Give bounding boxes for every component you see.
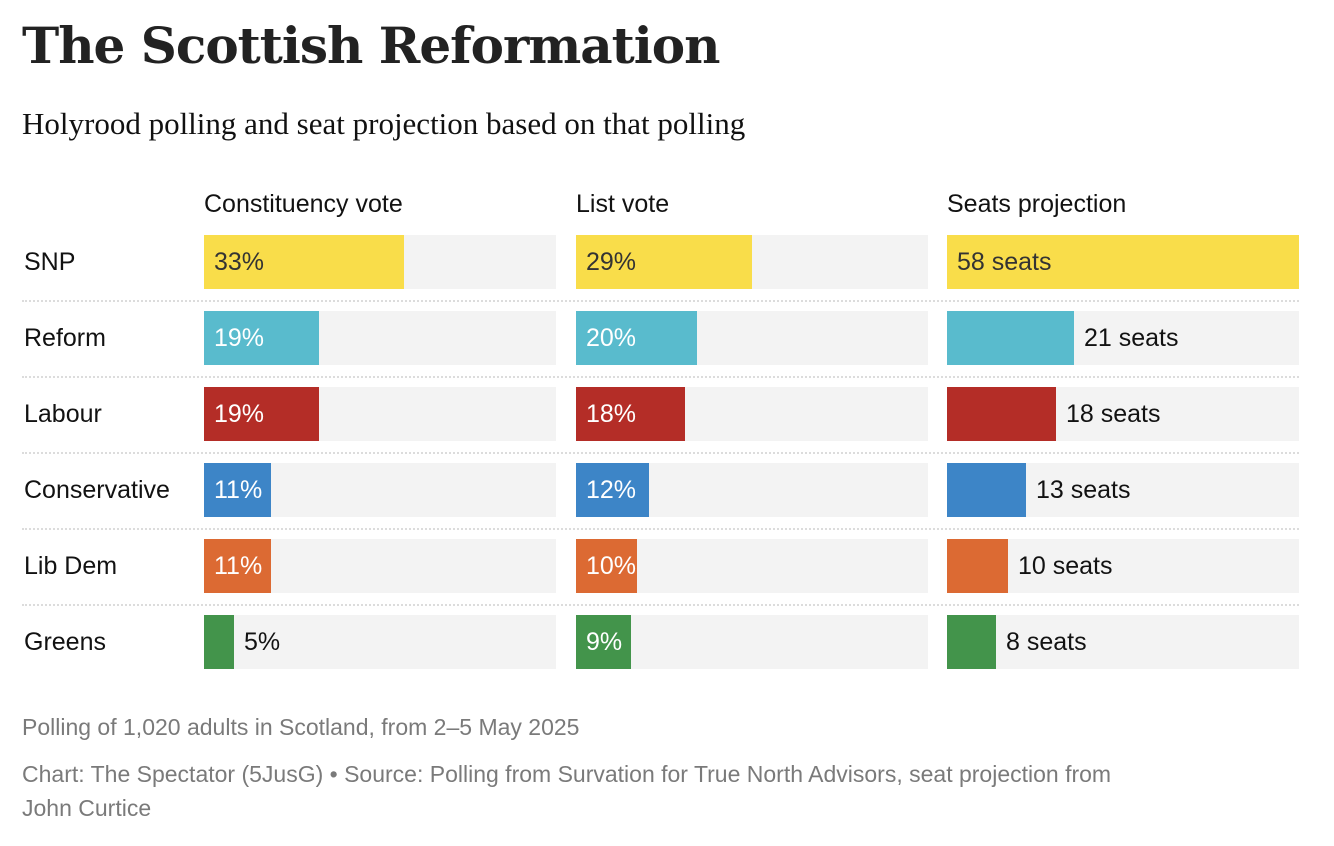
chart-source-line-2: John Curtice: [22, 795, 152, 821]
data-label: 29%: [586, 248, 637, 276]
bar-track: 19%: [204, 387, 556, 441]
bar-track: 9%: [576, 615, 928, 669]
bar-track: 10 seats: [947, 539, 1299, 593]
bar-conservative-2: [947, 463, 1026, 517]
row-label-greens: Greens: [24, 628, 106, 656]
bar-lib-dem-2: [947, 539, 1008, 593]
bar-track: 5%: [204, 615, 556, 669]
data-label: 10%: [586, 552, 637, 580]
bar-lib-dem-1: [576, 539, 637, 593]
data-label: 19%: [214, 324, 265, 352]
bar-track: 19%: [204, 311, 556, 365]
bar-track: 12%: [576, 463, 928, 517]
data-label: 21 seats: [1084, 324, 1179, 352]
row-separator: [22, 376, 1299, 378]
bar-snp-1: [576, 235, 752, 289]
bar-labour-2: [947, 387, 1056, 441]
row-separator: [22, 300, 1299, 302]
column-header-1: List vote: [576, 190, 670, 218]
chart-notes: Polling of 1,020 adults in Scotland, fro…: [22, 714, 580, 740]
data-label: 20%: [586, 324, 637, 352]
row-separator: [22, 452, 1299, 454]
bar-labour-0: [204, 387, 319, 441]
data-label: 10 seats: [1018, 552, 1113, 580]
bar-track: 20%: [576, 311, 928, 365]
bar-lib-dem-0: [204, 539, 271, 593]
column-header-2: Seats projection: [947, 190, 1127, 218]
bar-greens-2: [947, 615, 996, 669]
bar-reform-1: [576, 311, 697, 365]
bar-labour-1: [576, 387, 685, 441]
row-label-labour: Labour: [24, 400, 102, 428]
bar-reform-0: [204, 311, 319, 365]
data-label: 19%: [214, 400, 265, 428]
chart-source-line-1: Chart: The Spectator (5JusG) • Source: P…: [22, 761, 1112, 787]
bar-track: 11%: [204, 463, 556, 517]
row-label-reform: Reform: [24, 324, 106, 352]
bar-snp-2: [947, 235, 1299, 289]
data-label: 5%: [244, 628, 281, 656]
row-label-snp: SNP: [24, 248, 76, 276]
data-label: 18%: [586, 400, 637, 428]
bar-track: 18%: [576, 387, 928, 441]
data-label: 33%: [214, 248, 265, 276]
bar-track: 29%: [576, 235, 928, 289]
bar-greens-0: [204, 615, 234, 669]
bar-snp-0: [204, 235, 404, 289]
chart-subtitle: Holyrood polling and seat projection bas…: [22, 106, 746, 141]
bar-track: 21 seats: [947, 311, 1299, 365]
data-label: 58 seats: [957, 248, 1052, 276]
row-label-conservative: Conservative: [24, 476, 170, 504]
data-label: 8 seats: [1006, 628, 1087, 656]
column-header-0: Constituency vote: [204, 190, 403, 218]
bar-track: 33%: [204, 235, 556, 289]
row-label-lib-dem: Lib Dem: [24, 552, 118, 580]
data-label: 11%: [214, 476, 263, 504]
bar-track: 58 seats: [947, 235, 1299, 289]
data-label: 18 seats: [1066, 400, 1161, 428]
bar-track: 10%: [576, 539, 928, 593]
bar-track: 11%: [204, 539, 556, 593]
data-label: 11%: [214, 552, 263, 580]
bar-track: 18 seats: [947, 387, 1299, 441]
row-separator: [22, 604, 1299, 606]
data-label: 12%: [586, 476, 637, 504]
data-label: 13 seats: [1036, 476, 1131, 504]
bar-reform-2: [947, 311, 1074, 365]
data-label: 9%: [586, 628, 623, 656]
bar-greens-1: [576, 615, 631, 669]
row-separator: [22, 528, 1299, 530]
bar-conservative-0: [204, 463, 271, 517]
bar-track: 13 seats: [947, 463, 1299, 517]
chart-title: The Scottish Reformation: [22, 16, 720, 75]
bar-conservative-1: [576, 463, 649, 517]
bar-track: 8 seats: [947, 615, 1299, 669]
